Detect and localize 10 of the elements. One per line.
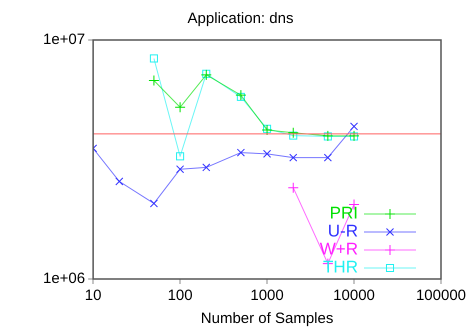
chart-title: Application: dns <box>188 10 294 28</box>
x-axis-title: Number of Samples <box>200 310 334 328</box>
y-tick-label: 1e+07 <box>42 31 86 48</box>
x-tick-label: 10000 <box>333 287 375 304</box>
x-tick-label: 100 <box>168 287 193 304</box>
x-tick-label: 10 <box>84 287 102 304</box>
y-tick-label: 1e+06 <box>42 270 86 288</box>
x-tick-label: 1000 <box>250 287 284 304</box>
x-tick-label: 100000 <box>416 287 466 304</box>
legend-label: THR <box>323 258 358 277</box>
